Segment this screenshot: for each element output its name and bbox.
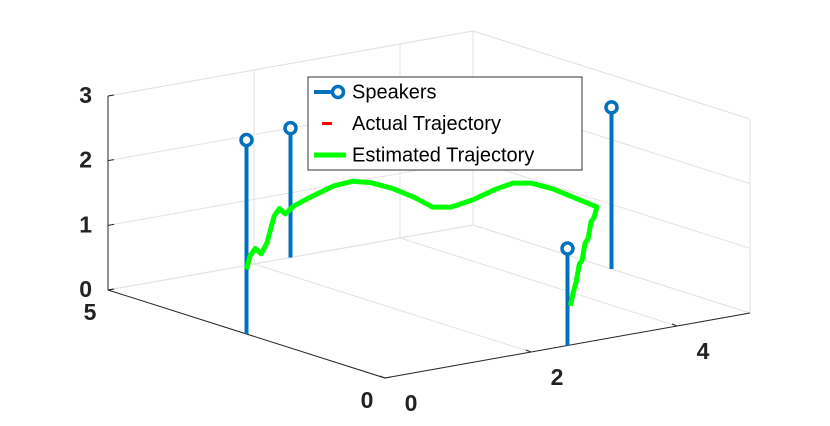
- legend-swatch: [330, 84, 346, 100]
- legend-label: Estimated Trajectory: [352, 144, 534, 166]
- plot-area: [239, 100, 619, 346]
- trajectory-line: [244, 178, 600, 307]
- legend: Speakers Actual Trajectory Estimated Traje…: [307, 76, 583, 171]
- z-tick-label: 0: [79, 276, 92, 302]
- y-tick: [384, 376, 392, 379]
- z-tick: [107, 159, 115, 162]
- z-tick: [107, 94, 115, 97]
- x-tick: [671, 323, 678, 327]
- legend-box: [307, 76, 583, 171]
- legend-label: Speakers: [352, 81, 437, 103]
- x-tick-label: 2: [551, 364, 564, 390]
- y-tick-label: 5: [84, 299, 97, 325]
- grid-line: [472, 30, 751, 120]
- x-tick: [379, 375, 386, 379]
- z-tick: [107, 223, 115, 226]
- speaker-marker: [604, 100, 619, 115]
- legend-label: Actual Trajectory: [352, 113, 501, 135]
- speaker-marker: [560, 241, 575, 256]
- x-tick: [525, 349, 532, 353]
- grid-line: [399, 237, 678, 327]
- grid-line: [107, 30, 474, 97]
- speaker-marker: [283, 120, 298, 136]
- z-tick-label: 2: [79, 147, 92, 173]
- x-tick-label: 0: [405, 390, 418, 416]
- y-tick: [107, 288, 115, 291]
- x-tick-label: 4: [697, 338, 710, 364]
- speaker-marker: [239, 132, 254, 148]
- z-tick-label: 1: [79, 211, 92, 237]
- z-tick-label: 3: [79, 82, 92, 108]
- y-tick-label: 0: [361, 387, 374, 413]
- grid-line: [253, 263, 532, 353]
